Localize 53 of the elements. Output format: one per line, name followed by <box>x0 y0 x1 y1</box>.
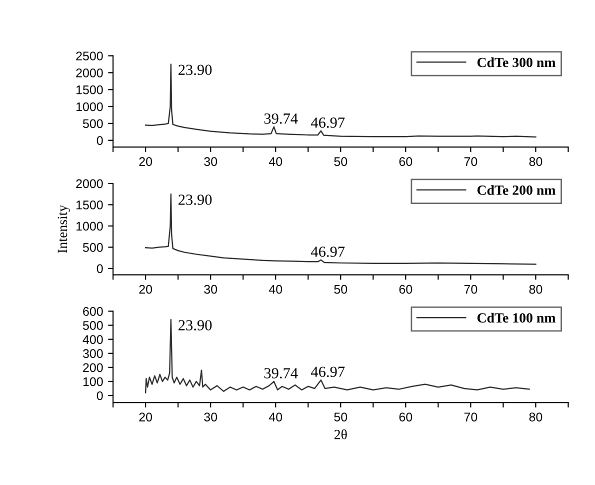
annotation: 23.90 <box>178 320 212 330</box>
x-tick-label: 60 <box>399 157 412 166</box>
x-tick-label: 80 <box>529 157 542 166</box>
x-tick-label: 40 <box>268 412 282 422</box>
y-tick-label: 0 <box>96 136 103 146</box>
x-tick-label: 50 <box>334 284 348 294</box>
annotation: 39.74 <box>264 113 298 124</box>
annotation: 46.97 <box>310 118 345 128</box>
annotation: 46.97 <box>310 366 345 378</box>
x-tick-label: 30 <box>204 157 218 166</box>
x-tick-label: 30 <box>204 412 218 422</box>
y-tick-label: 500 <box>82 119 103 128</box>
y-tick-label: 600 <box>83 307 103 316</box>
y-tick-label: 1000 <box>76 222 103 231</box>
y-tick-label: 1000 <box>76 102 103 112</box>
annotation: 46.97 <box>310 246 345 257</box>
y-tick-label: 500 <box>82 243 103 252</box>
x-tick-label: 60 <box>399 284 412 294</box>
x-tick-label: 20 <box>139 284 152 294</box>
x-tick-label: 50 <box>334 412 348 422</box>
x-tick-label: 40 <box>268 157 282 166</box>
y-tick-label: 0 <box>96 391 103 400</box>
x-axis-title: 2θ <box>334 429 347 440</box>
y-tick-label: 1500 <box>76 85 103 94</box>
y-tick-label: 2000 <box>76 179 103 188</box>
x-tick-label: 60 <box>399 412 412 422</box>
x-tick-label: 70 <box>464 284 478 294</box>
y-tick-label: 0 <box>96 264 103 274</box>
legend-label: CdTe 300 nm <box>477 57 556 68</box>
y-tick-label: 400 <box>82 335 103 344</box>
y-tick-label: 200 <box>83 363 103 372</box>
legend-label: CdTe 200 nm <box>477 185 556 195</box>
annotation: 39.74 <box>264 368 298 378</box>
y-tick-label: 2500 <box>76 52 103 60</box>
y-tick-label: 300 <box>82 349 103 358</box>
x-tick-label: 50 <box>334 157 348 166</box>
y-tick-label: 1500 <box>76 200 103 210</box>
x-tick-label: 80 <box>529 412 542 422</box>
y-axis-title: Intensity <box>58 204 70 253</box>
legend-label: CdTe 100 nm <box>477 312 556 323</box>
x-tick-label: 70 <box>464 157 478 166</box>
annotation: 23.90 <box>178 194 212 205</box>
x-tick-label: 80 <box>529 284 542 294</box>
x-tick-label: 70 <box>464 412 478 422</box>
x-tick-label: 40 <box>268 284 282 294</box>
x-tick-label: 20 <box>139 157 152 166</box>
x-tick-label: 30 <box>204 284 218 294</box>
x-tick-label: 20 <box>139 412 152 422</box>
y-tick-label: 500 <box>82 321 103 330</box>
y-tick-label: 100 <box>83 377 103 386</box>
line-series <box>144 193 536 265</box>
annotation: 23.90 <box>178 64 212 76</box>
y-tick-label: 2000 <box>76 68 103 78</box>
